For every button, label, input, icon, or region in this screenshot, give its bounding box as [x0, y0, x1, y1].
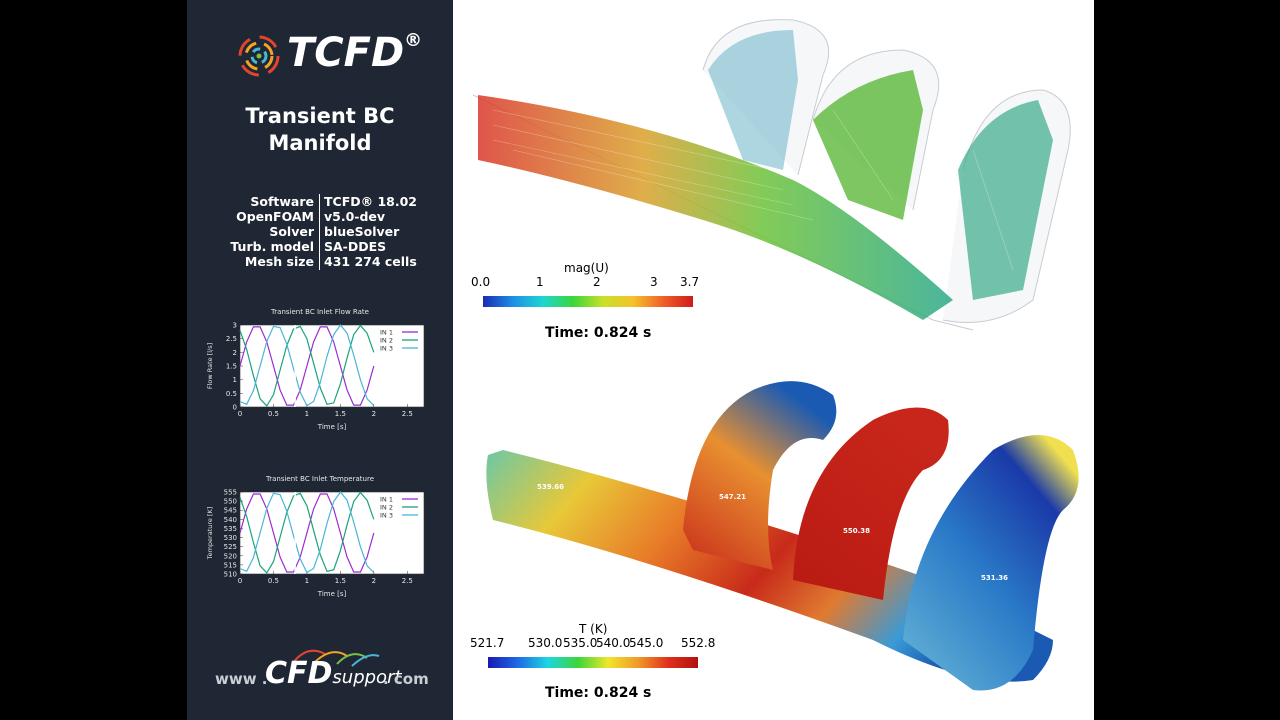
- time-label-bottom: Time: 0.824 s: [545, 685, 652, 701]
- title-line-1: Transient BC: [245, 104, 395, 128]
- colorbar-t-tick: 530.0: [528, 636, 563, 650]
- colorbar-t-title: T (K): [579, 622, 608, 636]
- y-tick-label: 540: [224, 516, 237, 524]
- series-line: [239, 324, 375, 407]
- series-line: [239, 324, 375, 407]
- y-tick-label: 550: [224, 498, 237, 506]
- info-sidebar: TCFD® Transient BC Manifold Software Ope…: [187, 0, 453, 720]
- colorbar-u-tick: 1: [536, 275, 544, 289]
- colorbar-t-tick: 552.8: [681, 636, 716, 650]
- spec-value: 431 274 cells: [324, 254, 417, 269]
- y-axis-label: Temperature [K]: [206, 507, 214, 561]
- colorbar-t-tick: 540.0: [596, 636, 631, 650]
- x-axis-label: Time [s]: [317, 590, 347, 598]
- y-tick-label: 530: [224, 534, 237, 542]
- x-tick-label: 0.5: [268, 410, 279, 418]
- y-tick-label: 2: [233, 349, 237, 357]
- x-tick-label: 1: [305, 577, 309, 585]
- tcfd-logo-text: TCFD®: [287, 30, 423, 76]
- y-tick-label: 1.5: [226, 363, 237, 371]
- colorbar-t: [488, 657, 698, 668]
- colorbar-u-tick: 3: [650, 275, 658, 289]
- x-tick-label: 2.5: [402, 410, 413, 418]
- series-line: [239, 491, 375, 574]
- colorbar-t-tick: 545.0: [629, 636, 664, 650]
- temp-chart-title: Transient BC Inlet Temperature: [265, 475, 374, 483]
- footer-com: . com: [383, 670, 429, 688]
- y-tick-label: 2.5: [226, 335, 237, 343]
- series-line: [239, 493, 375, 573]
- y-tick-label: 515: [224, 561, 237, 569]
- y-tick-label: 0.5: [226, 390, 237, 398]
- title-line-2: Manifold: [268, 131, 372, 155]
- specs-values: TCFD® 18.02 v5.0-dev blueSolver SA-DDES …: [324, 194, 449, 269]
- spec-value: v5.0-dev: [324, 209, 386, 224]
- y-tick-label: 510: [224, 571, 237, 579]
- x-tick-label: 0: [238, 410, 242, 418]
- legend-label: IN 3: [380, 345, 393, 353]
- probe-value: 547.21: [719, 493, 747, 501]
- probe-value: 550.38: [843, 527, 871, 535]
- x-tick-label: 0: [238, 577, 242, 585]
- colorbar-t-tick: 535.0: [563, 636, 598, 650]
- legend-label: IN 2: [380, 504, 393, 512]
- x-axis-label: Time [s]: [317, 423, 347, 431]
- x-tick-label: 1.5: [335, 577, 346, 585]
- spec-label: Software: [250, 194, 314, 209]
- series-line: [239, 491, 375, 574]
- legend-label: IN 3: [380, 512, 393, 520]
- legend-label: IN 1: [380, 329, 393, 337]
- flow-rate-chart: 0 0.5 1 1.5 2 2.5 3 0 0.5 1 1.5 2 2.5 Time [s] Flow Ra…: [206, 322, 425, 431]
- spec-label: Mesh size: [244, 254, 314, 269]
- y-tick-label: 1: [233, 376, 237, 384]
- x-tick-label: 1: [305, 410, 309, 418]
- colorbar-u-tick: 0.0: [471, 275, 491, 289]
- temperature-contour-view: [486, 381, 1079, 691]
- footer-brand: CFDsupport: [265, 656, 402, 691]
- y-tick-label: 3: [233, 322, 237, 330]
- spec-label: Turb. model: [230, 239, 314, 254]
- colorbar-t-tick: 521.7: [470, 636, 505, 650]
- y-tick-label: 545: [224, 507, 237, 515]
- legend-label: IN 1: [380, 496, 393, 504]
- y-tick-label: 0: [233, 404, 237, 412]
- probe-value: 531.36: [981, 574, 1009, 582]
- colorbar-u-tick: 2: [593, 275, 601, 289]
- visualization-panel: mag(U) 0.0 1 2 3 3.7 Time: 0.824 s: [453, 0, 1094, 720]
- series-line: [239, 326, 375, 406]
- y-tick-label: 525: [224, 543, 237, 551]
- spec-value: TCFD® 18.02: [324, 194, 418, 209]
- x-tick-label: 2.5: [402, 577, 413, 585]
- time-label-top: Time: 0.824 s: [545, 325, 652, 341]
- specs-labels: Software OpenFOAM Solver Turb. model Mes…: [207, 194, 314, 269]
- y-tick-label: 535: [224, 525, 237, 533]
- velocity-vector-view: [472, 19, 1071, 331]
- tcfd-logo-icon: [238, 35, 280, 77]
- spec-label: OpenFOAM: [236, 209, 314, 224]
- footer-www: www .: [215, 670, 268, 688]
- colorbar-u-tick: 3.7: [680, 275, 700, 289]
- x-tick-label: 2: [372, 577, 376, 585]
- y-tick-label: 555: [224, 489, 237, 497]
- colorbar-u: [483, 296, 693, 307]
- y-axis-label: Flow Rate [l/s]: [206, 343, 214, 389]
- spec-value: blueSolver: [324, 224, 400, 239]
- spec-value: SA-DDES: [324, 239, 387, 254]
- x-tick-label: 1.5: [335, 410, 346, 418]
- x-tick-label: 0.5: [268, 577, 279, 585]
- spec-label: Solver: [269, 224, 314, 239]
- legend-label: IN 2: [380, 337, 393, 345]
- x-tick-label: 2: [372, 410, 376, 418]
- flow-chart-title: Transient BC Inlet Flow Rate: [271, 308, 369, 316]
- colorbar-u-title: mag(U): [564, 261, 609, 275]
- y-tick-label: 520: [224, 552, 237, 560]
- spec-divider: [319, 194, 320, 270]
- probe-value: 539.66: [537, 483, 565, 491]
- cfdsupport-arrows-icon: [291, 649, 380, 667]
